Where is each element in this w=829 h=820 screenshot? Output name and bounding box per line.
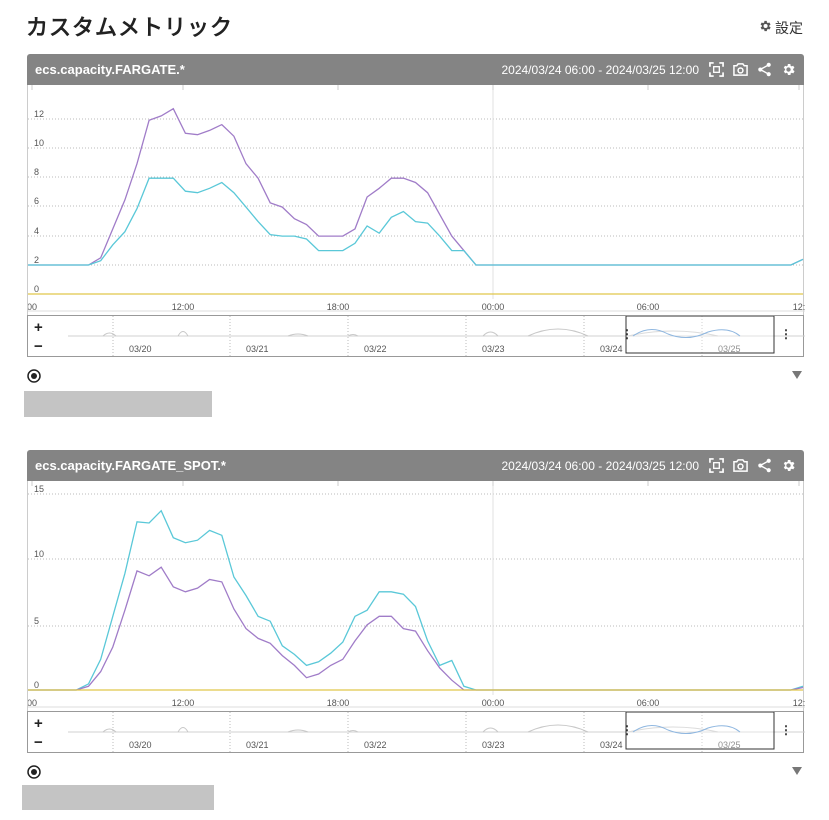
series-line-1 [28,177,804,266]
x-tick-label: 12:00 [172,302,195,312]
y-tick-label: 12 [34,109,44,119]
x-tick-label: 00:00 [482,698,505,708]
zoom-in-button[interactable]: + [34,715,43,732]
settings-label: 設定 [775,21,803,37]
gear-icon [758,19,772,37]
y-tick-label: 15 [34,484,44,494]
navigator-selection [625,712,775,750]
x-tick-label: 06:00 [637,302,660,312]
radio-selected-icon[interactable] [27,765,41,779]
series-line-0 [28,107,804,266]
navigator-day-label: 03/22 [364,344,387,354]
panel-header: ecs.capacity.FARGATE_SPOT.* 2024/03/24 0… [27,450,804,481]
navigator-day-label: 03/22 [364,740,387,750]
navigator-day-label: 03/21 [246,740,269,750]
navigator-day-label: 03/23 [482,344,505,354]
navigator-selection [625,316,775,354]
navigator-sparkline [287,729,309,733]
navigator-day-label: 03/25 [718,344,741,354]
navigator-sparkline [347,730,359,733]
zoom-out-button[interactable]: − [34,338,43,355]
navigator-sparkline [102,332,117,337]
x-tick-label: 00:00 [482,302,505,312]
y-tick-label: 5 [34,616,39,626]
x-tick-label: 06:00 [637,698,660,708]
x-tick-label: 12: [793,698,805,708]
camera-icon[interactable] [733,62,748,77]
navigator-sparkline [482,727,499,733]
navigator-day-label: 03/24 [600,344,623,354]
x-tick-label: 12: [793,302,805,312]
settings-button[interactable]: 設定 [758,18,803,38]
redacted-block [22,785,214,810]
panel-header: ecs.capacity.FARGATE.* 2024/03/24 06:00 … [27,54,804,85]
navigator-sparkline [527,328,589,337]
radio-selected-icon[interactable] [27,369,41,383]
x-tick-label: 12:00 [172,698,195,708]
navigator-right-handle: ⋮ [780,723,792,737]
series-line-1 [28,566,804,691]
metric-panel: ecs.capacity.FARGATE_SPOT.* 2024/03/24 0… [27,450,805,754]
x-tick-label: 00 [28,698,37,708]
metric-name: ecs.capacity.FARGATE.* [35,62,185,77]
time-navigator[interactable]: 03/20 03/21 03/22 03/23 03/24 03/25 ⋮ ⋮ + − [27,711,805,754]
time-range: 2024/03/24 06:00 - 2024/03/25 12:00 [501,62,699,77]
navigator-left-handle: ⋮ [621,327,633,341]
navigator-sparkline [482,331,499,337]
metric-chart[interactable]: 0 2 4 6 8 10 12 00 12:00 18:00 00:00 06:00 12: [27,85,805,315]
navigator-day-label: 03/21 [246,344,269,354]
navigator-sparkline [287,333,309,337]
navigator-sparkline [102,728,117,733]
navigator-selection-sparkline [632,329,741,338]
navigator-day-label: 03/20 [129,344,152,354]
page-title: カスタムメトリック [26,16,234,41]
zoom-in-button[interactable]: + [34,319,43,336]
y-tick-label: 0 [34,680,39,690]
metric-chart[interactable]: 0 5 10 15 00 12:00 18:00 00:00 06:00 12: [27,481,805,711]
fullscreen-icon[interactable] [709,62,724,77]
y-tick-label: 0 [34,284,39,294]
gear-icon[interactable] [781,458,796,473]
time-range: 2024/03/24 06:00 - 2024/03/25 12:00 [501,458,699,473]
navigator-sparkline [177,331,189,337]
y-tick-label: 6 [34,196,39,206]
x-tick-label: 18:00 [327,698,350,708]
metric-panel: ecs.capacity.FARGATE.* 2024/03/24 06:00 … [27,54,805,358]
navigator-sparkline [177,727,189,733]
navigator-sparkline [627,330,719,337]
navigator-right-handle: ⋮ [780,327,792,341]
y-tick-label: 10 [34,549,44,559]
share-icon[interactable] [757,458,772,473]
dropdown-arrow-icon[interactable] [791,766,803,776]
series-line-0 [28,509,804,691]
x-tick-label: 18:00 [327,302,350,312]
fullscreen-icon[interactable] [709,458,724,473]
y-tick-label: 10 [34,138,44,148]
y-tick-label: 4 [34,226,39,236]
navigator-day-label: 03/24 [600,740,623,750]
navigator-selection-sparkline [632,725,741,734]
navigator-day-label: 03/25 [718,740,741,750]
navigator-left-handle: ⋮ [621,723,633,737]
navigator-sparkline [347,334,359,337]
navigator-sparkline [627,726,719,733]
gear-icon[interactable] [781,62,796,77]
dropdown-arrow-icon[interactable] [791,370,803,380]
navigator-sparkline [527,724,589,733]
zoom-out-button[interactable]: − [34,734,43,751]
y-tick-label: 2 [34,255,39,265]
x-tick-label: 00 [28,302,37,312]
y-tick-label: 8 [34,167,39,177]
share-icon[interactable] [757,62,772,77]
camera-icon[interactable] [733,458,748,473]
redacted-block [24,391,212,417]
time-navigator[interactable]: 03/20 03/21 03/22 03/23 03/24 03/25 ⋮ ⋮ + − [27,315,805,358]
metric-name: ecs.capacity.FARGATE_SPOT.* [35,458,226,473]
navigator-day-label: 03/20 [129,740,152,750]
navigator-day-label: 03/23 [482,740,505,750]
